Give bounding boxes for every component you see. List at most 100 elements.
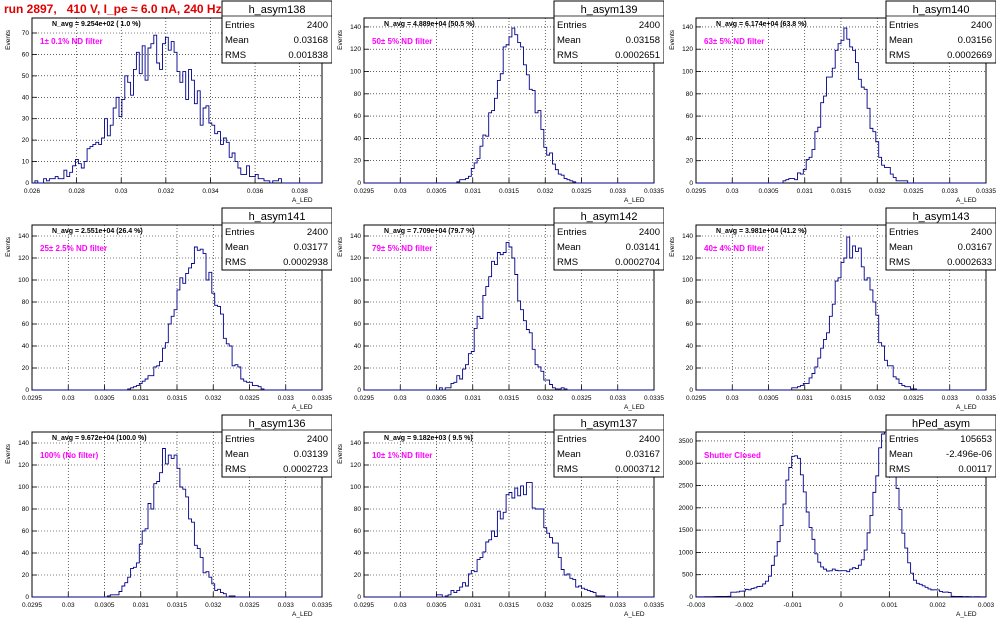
x-tick-label: 0.033 bbox=[610, 395, 627, 402]
x-tick-label: 0.026 bbox=[24, 188, 41, 195]
stats-key: RMS bbox=[557, 50, 578, 61]
histogram-series bbox=[695, 431, 987, 598]
y-tick-label: 40 bbox=[22, 550, 30, 557]
y-tick-label: 20 bbox=[686, 158, 694, 165]
x-tick-label: 0.0305 bbox=[759, 188, 779, 195]
stats-box bbox=[221, 207, 332, 271]
histogram-name: h_asym138 bbox=[249, 4, 306, 16]
y-tick-label: 0 bbox=[357, 594, 361, 601]
histogram-series bbox=[364, 482, 654, 598]
histogram-panel-h_asym137: 0.0295 0.03 0.0305 0.031 0.0315 0.032 0.0325 0.… bbox=[337, 414, 664, 618]
y-tick-label: 100 bbox=[682, 277, 693, 284]
x-tick-label: 0.0315 bbox=[499, 395, 519, 402]
filter-label: 50± 5% ND filter bbox=[372, 37, 432, 46]
x-tick-label: 0.03 bbox=[115, 188, 128, 195]
page-title: run 2897, 410 V, I_pe ≈ 6.0 nA, 240 Hz bbox=[4, 2, 222, 16]
y-tick-label: 80 bbox=[354, 91, 362, 98]
x-tick-label: 0 bbox=[839, 602, 843, 609]
x-tick-label: 0.038 bbox=[292, 188, 309, 195]
y-tick-label: 2000 bbox=[679, 505, 694, 512]
x-tick-label: 0.0335 bbox=[976, 188, 996, 195]
x-tick-label: 0.033 bbox=[610, 188, 627, 195]
y-tick-label: 120 bbox=[350, 462, 361, 469]
x-tick-label: 0.0305 bbox=[759, 395, 779, 402]
x-tick-label: 0.0295 bbox=[354, 395, 374, 402]
x-tick-label: 0.0335 bbox=[976, 395, 996, 402]
y-axis-label: Events bbox=[337, 443, 344, 464]
y-tick-label: 120 bbox=[682, 46, 693, 53]
x-tick-label: 0.0295 bbox=[22, 395, 42, 402]
stats-key: Entries bbox=[557, 434, 587, 445]
histogram-name: h_asym139 bbox=[581, 4, 638, 16]
stats-key: Mean bbox=[557, 242, 581, 253]
x-tick-label: 0.0295 bbox=[686, 188, 706, 195]
y-tick-label: 140 bbox=[18, 233, 29, 240]
stats-value: -2.496e-06 bbox=[946, 449, 992, 460]
x-tick-label: 0.0325 bbox=[572, 602, 592, 609]
x-tick-label: 0.032 bbox=[537, 602, 554, 609]
y-tick-label: 140 bbox=[350, 233, 361, 240]
x-axis-label: A_LED bbox=[292, 611, 313, 618]
y-tick-label: 0 bbox=[689, 594, 693, 601]
x-axis-label: A_LED bbox=[956, 611, 977, 618]
x-tick-label: 0.028 bbox=[68, 188, 85, 195]
stats-value: 2400 bbox=[639, 434, 660, 445]
x-tick-label: 0.031 bbox=[797, 395, 814, 402]
stats-box bbox=[885, 414, 996, 478]
x-axis-label: A_LED bbox=[624, 404, 645, 411]
stats-key: RMS bbox=[557, 257, 578, 268]
y-axis-label: Events bbox=[337, 29, 344, 50]
stats-value: 0.03139 bbox=[294, 449, 328, 460]
stats-value: 0.0002938 bbox=[283, 257, 328, 268]
x-tick-label: 0.03 bbox=[726, 395, 739, 402]
y-tick-label: 3500 bbox=[679, 438, 694, 445]
y-tick-label: 100 bbox=[18, 484, 29, 491]
y-tick-label: 80 bbox=[686, 91, 694, 98]
stats-key: RMS bbox=[225, 50, 246, 61]
y-tick-label: 80 bbox=[686, 299, 694, 306]
y-tick-label: 0 bbox=[25, 594, 29, 601]
stats-value: 0.03167 bbox=[626, 449, 660, 460]
x-tick-label: 0.0305 bbox=[95, 395, 115, 402]
stats-key: RMS bbox=[225, 257, 246, 268]
y-tick-label: 40 bbox=[686, 135, 694, 142]
stats-value: 2400 bbox=[639, 227, 660, 238]
y-tick-label: 0 bbox=[357, 180, 361, 187]
stats-key: Entries bbox=[557, 20, 587, 31]
y-tick-label: 50 bbox=[22, 73, 30, 80]
histogram-panel-h_asym141: 0.0295 0.03 0.0305 0.031 0.0315 0.032 0.0325 0.… bbox=[5, 207, 332, 411]
y-axis-label: Events bbox=[337, 236, 344, 257]
x-axis-label: A_LED bbox=[956, 197, 977, 204]
x-tick-label: 0.0295 bbox=[354, 188, 374, 195]
x-tick-label: 0.0315 bbox=[831, 188, 851, 195]
histogram-panel-h_asym143: 0.0295 0.03 0.0305 0.031 0.0315 0.032 0.0325 0.… bbox=[669, 207, 996, 411]
x-tick-label: 0.0315 bbox=[499, 188, 519, 195]
histogram-name: h_asym140 bbox=[913, 4, 970, 16]
stats-key: Mean bbox=[225, 242, 249, 253]
histogram-series bbox=[696, 236, 986, 391]
stats-value: 0.0002633 bbox=[947, 257, 992, 268]
n-avg-annotation: N_avg = 3.981e+04 (41.2 %) bbox=[716, 228, 807, 235]
filter-label: 100% (No filter) bbox=[40, 451, 99, 460]
x-tick-label: 0.0305 bbox=[95, 602, 115, 609]
x-tick-label: -0.003 bbox=[687, 602, 706, 609]
stats-value: 0.0002723 bbox=[283, 464, 328, 475]
stats-key: Entries bbox=[889, 434, 919, 445]
y-tick-label: 120 bbox=[682, 255, 693, 262]
y-axis-label: Events bbox=[5, 236, 12, 257]
stats-key: Mean bbox=[889, 449, 913, 460]
x-tick-label: -0.002 bbox=[735, 602, 754, 609]
x-tick-label: 0.032 bbox=[537, 395, 554, 402]
x-tick-label: 0.0325 bbox=[572, 395, 592, 402]
stats-box bbox=[221, 414, 332, 478]
x-axis-label: A_LED bbox=[624, 611, 645, 618]
y-tick-label: 140 bbox=[682, 24, 693, 31]
x-axis-label: A_LED bbox=[292, 197, 313, 204]
x-tick-label: 0.031 bbox=[797, 188, 814, 195]
stats-key: Entries bbox=[889, 227, 919, 238]
stats-value: 2400 bbox=[307, 227, 328, 238]
y-tick-label: 3000 bbox=[679, 460, 694, 467]
stats-key: Mean bbox=[557, 449, 581, 460]
histogram-series bbox=[696, 27, 986, 184]
